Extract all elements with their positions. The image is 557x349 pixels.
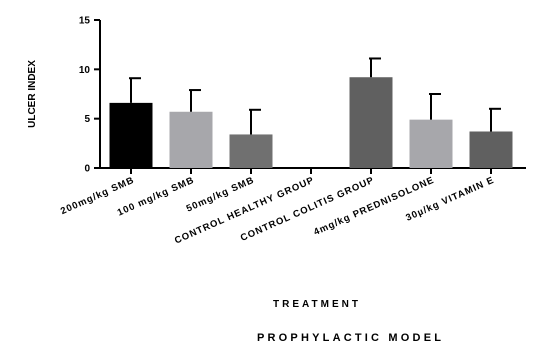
bar <box>349 77 393 168</box>
footer-label: PROPHYLACTIC MODEL <box>257 332 444 344</box>
y-axis-title: ULCER INDEX <box>27 60 38 128</box>
y-tick-label: 0 <box>84 164 90 175</box>
bar <box>469 131 513 168</box>
bar <box>169 111 213 168</box>
y-tick-label: 5 <box>84 114 90 125</box>
bars <box>109 57 513 168</box>
axes <box>94 19 526 174</box>
y-tick-label: 15 <box>79 16 91 27</box>
y-tick-label: 10 <box>79 65 91 76</box>
bar <box>409 119 453 168</box>
bar <box>109 102 153 168</box>
x-axis-title: TREATMENT <box>273 299 361 310</box>
bar <box>229 134 273 168</box>
